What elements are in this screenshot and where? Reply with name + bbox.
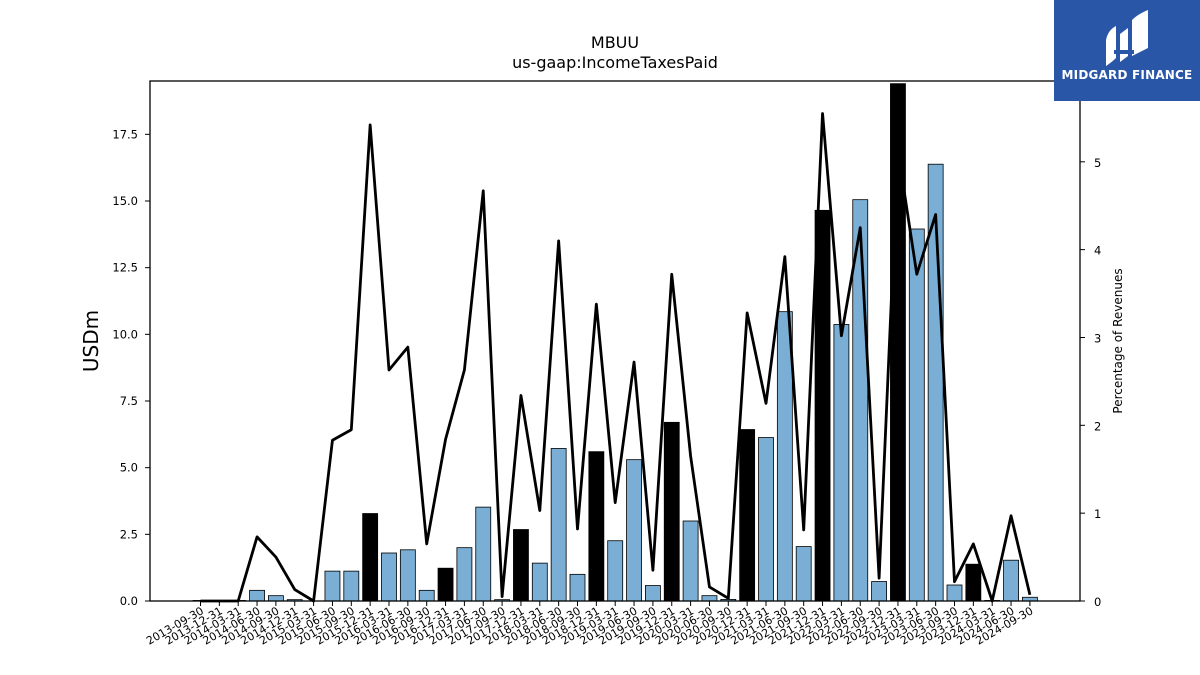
chart-title: MBUU — [591, 33, 639, 52]
bar-2014-06-30 — [249, 589, 265, 602]
bar-2020-03-31 — [682, 520, 699, 602]
y2-tick-label: 3 — [1094, 331, 1101, 345]
bar-2019-03-31 — [607, 540, 624, 602]
y2-tick-label: 0 — [1094, 595, 1101, 609]
bar-2020-06-30 — [701, 595, 718, 602]
bar-2017-06-30 — [475, 506, 492, 602]
bar-2016-12-31 — [437, 567, 454, 602]
y-tick-label: 7.5 — [120, 394, 138, 408]
bar-2016-03-31 — [381, 552, 397, 602]
line-group — [200, 112, 1032, 603]
y-tick-label: 0.0 — [120, 594, 138, 608]
chart-subtitle: us-gaap:IncomeTaxesPaid — [512, 53, 718, 72]
y2-tick-label: 1 — [1094, 507, 1101, 521]
bars-group — [192, 83, 1038, 602]
bar-2016-06-30 — [399, 549, 416, 602]
percentage-line — [200, 112, 1032, 603]
y-tick-label: 2.5 — [120, 527, 138, 541]
bar-2023-09-30 — [946, 584, 963, 602]
bar-2018-09-30 — [569, 573, 586, 602]
axes-group: 0.02.55.07.510.012.515.017.50123452013-0… — [112, 127, 1101, 647]
bar-2023-12-31 — [965, 563, 982, 602]
bar-2021-09-30 — [795, 546, 812, 602]
y-tick-label: 15.0 — [112, 194, 138, 208]
y-tick-label: 17.5 — [112, 127, 138, 141]
plot-frame — [149, 80, 1081, 602]
bar-2015-12-31 — [362, 513, 379, 602]
bar-2023-03-31 — [908, 228, 925, 602]
bar-2017-03-31 — [456, 547, 473, 602]
bar-2018-12-31 — [588, 451, 605, 602]
bar-2014-09-30 — [267, 595, 284, 602]
bar-2015-06-30 — [324, 570, 341, 602]
y2-tick-label: 4 — [1094, 244, 1101, 258]
y-axis-label: USDm — [79, 310, 103, 372]
y-tick-label: 10.0 — [112, 327, 138, 341]
brand-logo: MIDGARD FINANCE — [1054, 0, 1200, 101]
logo-text: MIDGARD FINANCE — [1061, 68, 1193, 82]
y2-tick-label: 5 — [1094, 156, 1101, 170]
bar-2018-06-30 — [550, 448, 567, 602]
bar-2017-12-31 — [513, 529, 529, 602]
y2-axis-label: Percentage of Revenues — [1111, 268, 1125, 413]
bar-2021-12-31 — [814, 209, 831, 602]
bar-2022-09-30 — [871, 581, 887, 602]
bar-2016-09-30 — [418, 589, 435, 602]
bar-2019-12-31 — [663, 421, 680, 602]
bar-2018-03-31 — [531, 562, 548, 602]
bar-2019-06-30 — [626, 459, 642, 602]
bar-2024-06-30 — [1003, 559, 1019, 602]
bar-2015-09-30 — [343, 570, 360, 602]
y-tick-label: 12.5 — [112, 261, 138, 275]
bar-2021-03-31 — [758, 437, 774, 602]
bar-2020-12-31 — [739, 429, 756, 602]
midgard-logo-icon — [1106, 10, 1148, 66]
y2-tick-label: 2 — [1094, 419, 1101, 433]
bar-2021-06-30 — [776, 311, 793, 602]
bar-2019-09-30 — [645, 585, 661, 602]
bar-2022-03-31 — [833, 324, 850, 602]
y-tick-label: 5.0 — [120, 461, 138, 475]
